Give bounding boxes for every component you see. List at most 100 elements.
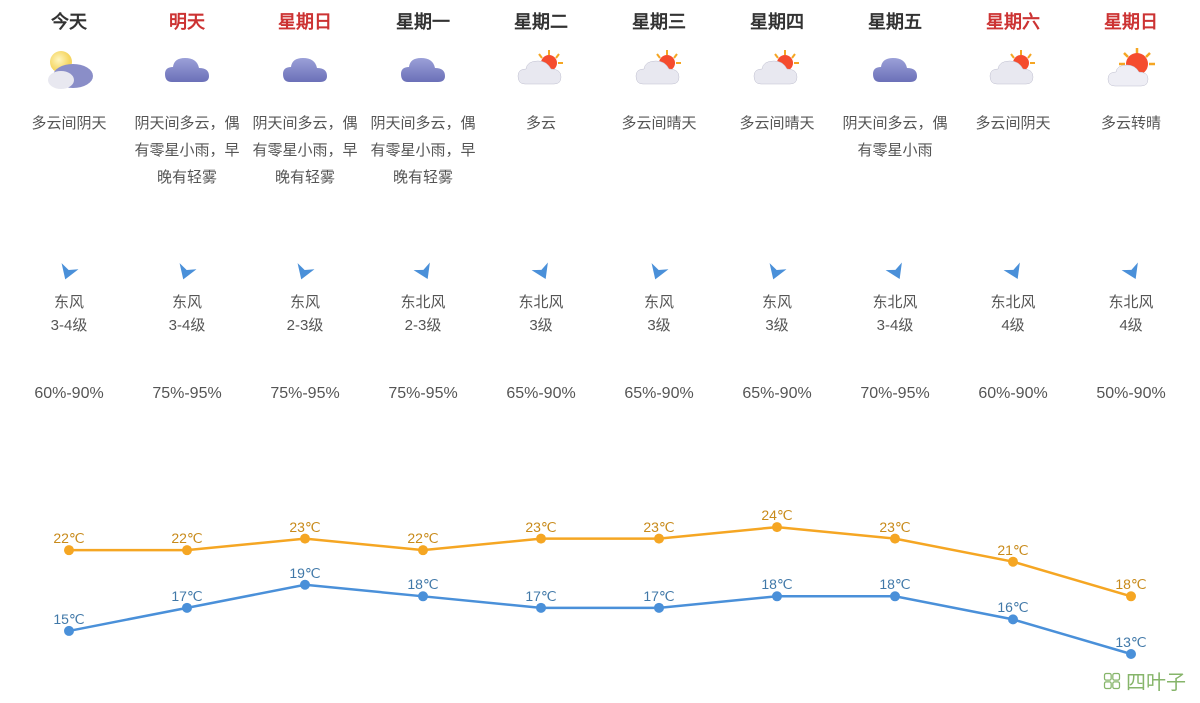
weather-condition: 阴天间多云，偶有零星小雨，早晚有轻雾 xyxy=(128,110,246,250)
day-column: 星期四 多云间晴天 东风 3级 xyxy=(718,8,836,337)
day-column: 星期三 多云间晴天 东风 3级 xyxy=(600,8,718,337)
weather-condition: 多云间晴天 xyxy=(615,110,702,250)
wind-arrow-icon xyxy=(880,254,910,284)
wind-level: 2-3级 xyxy=(287,315,324,338)
day-column: 今天 多云间阴天 东风 3-4级 xyxy=(10,8,128,337)
wind-direction: 东北风 xyxy=(400,292,445,315)
weather-icon xyxy=(629,46,689,96)
weather-icon xyxy=(393,46,453,96)
wind-arrow-icon xyxy=(762,254,792,284)
high-temp-label: 22℃ xyxy=(171,530,202,547)
humidity-value: 70%-95% xyxy=(836,385,954,403)
low-temp-label: 16℃ xyxy=(997,599,1028,616)
high-temp-label: 18℃ xyxy=(1115,576,1146,593)
forecast-row: 今天 多云间阴天 东风 3-4级 明天 阴天间多云，偶有零星小雨，早晚有轻雾 东… xyxy=(10,0,1190,337)
low-temp-label: 15℃ xyxy=(53,611,84,628)
wind-direction: 东风 xyxy=(290,292,320,315)
weather-icon xyxy=(747,46,807,96)
humidity-row: 60%-90%75%-95%75%-95%75%-95%65%-90%65%-9… xyxy=(10,385,1190,403)
day-label: 星期一 xyxy=(396,8,450,34)
high-temp-label: 23℃ xyxy=(525,519,556,536)
weather-icon xyxy=(865,46,925,96)
wind-direction: 东北风 xyxy=(1108,292,1153,315)
wind-level: 4级 xyxy=(1119,315,1142,338)
day-column: 星期日 多云转晴 东北风 4级 xyxy=(1072,8,1190,337)
high-temp-label: 24℃ xyxy=(761,507,792,524)
humidity-value: 60%-90% xyxy=(954,385,1072,403)
wind-level: 3级 xyxy=(765,315,788,338)
wind-arrow-icon xyxy=(290,254,320,284)
wind-level: 3-4级 xyxy=(877,315,914,338)
wind-arrow-icon xyxy=(172,254,202,284)
wind-direction: 东北风 xyxy=(990,292,1035,315)
wind-arrow-icon xyxy=(998,254,1028,284)
weather-condition: 多云 xyxy=(520,110,562,250)
wind-level: 2-3级 xyxy=(405,315,442,338)
weather-condition: 阴天间多云，偶有零星小雨，早晚有轻雾 xyxy=(246,110,364,250)
day-label: 今天 xyxy=(51,8,87,34)
day-column: 明天 阴天间多云，偶有零星小雨，早晚有轻雾 东风 3-4级 xyxy=(128,8,246,337)
high-temp-label: 23℃ xyxy=(879,519,910,536)
low-temp-label: 18℃ xyxy=(407,576,438,593)
high-temp-label: 21℃ xyxy=(997,542,1028,559)
wind-direction: 东北风 xyxy=(872,292,917,315)
weather-condition: 多云间晴天 xyxy=(733,110,820,250)
low-temp-label: 18℃ xyxy=(761,576,792,593)
watermark: 四叶子 xyxy=(1096,664,1192,697)
day-label: 星期日 xyxy=(278,8,332,34)
day-column: 星期日 阴天间多云，偶有零星小雨，早晚有轻雾 东风 2-3级 xyxy=(246,8,364,337)
day-label: 星期二 xyxy=(514,8,568,34)
wind-level: 4级 xyxy=(1001,315,1024,338)
wind-level: 3-4级 xyxy=(169,315,206,338)
day-label: 星期日 xyxy=(1104,8,1158,34)
humidity-value: 65%-90% xyxy=(600,385,718,403)
low-temp-label: 17℃ xyxy=(525,588,556,605)
clover-icon xyxy=(1102,671,1122,691)
day-label: 明天 xyxy=(169,8,205,34)
wind-arrow-icon xyxy=(644,254,674,284)
wind-arrow-icon xyxy=(526,254,556,284)
day-column: 星期五 阴天间多云，偶有零星小雨 东北风 3-4级 xyxy=(836,8,954,337)
wind-direction: 东风 xyxy=(54,292,84,315)
day-column: 星期六 多云间阴天 东北风 4级 xyxy=(954,8,1072,337)
day-column: 星期一 阴天间多云，偶有零星小雨，早晚有轻雾 东北风 2-3级 xyxy=(364,8,482,337)
high-temp-label: 23℃ xyxy=(289,519,320,536)
wind-direction: 东风 xyxy=(762,292,792,315)
high-temp-label: 22℃ xyxy=(53,530,84,547)
high-temp-label: 23℃ xyxy=(643,519,674,536)
weather-condition: 阴天间多云，偶有零星小雨 xyxy=(836,110,954,250)
wind-direction: 东风 xyxy=(172,292,202,315)
low-temp-label: 13℃ xyxy=(1115,634,1146,651)
wind-direction: 东风 xyxy=(644,292,674,315)
weather-icon xyxy=(39,46,99,96)
low-temp-label: 19℃ xyxy=(289,565,320,582)
temperature-chart: 22℃ 15℃ 22℃ 17℃ 23℃ 19℃ 22℃ 18℃ 23℃ 17℃ 23℃ 17℃ 24℃ 1… xyxy=(10,494,1190,664)
low-temp-label: 17℃ xyxy=(643,588,674,605)
high-temp-label: 22℃ xyxy=(407,530,438,547)
humidity-value: 75%-95% xyxy=(128,385,246,403)
wind-level: 3级 xyxy=(529,315,552,338)
weather-icon xyxy=(983,46,1043,96)
day-label: 星期六 xyxy=(986,8,1040,34)
day-label: 星期四 xyxy=(750,8,804,34)
humidity-value: 75%-95% xyxy=(246,385,364,403)
humidity-value: 60%-90% xyxy=(10,385,128,403)
weather-icon xyxy=(511,46,571,96)
wind-direction: 东北风 xyxy=(518,292,563,315)
humidity-value: 65%-90% xyxy=(482,385,600,403)
wind-arrow-icon xyxy=(54,254,84,284)
day-label: 星期五 xyxy=(868,8,922,34)
low-temp-label: 17℃ xyxy=(171,588,202,605)
watermark-text: 四叶子 xyxy=(1126,666,1186,695)
humidity-value: 65%-90% xyxy=(718,385,836,403)
weather-icon xyxy=(157,46,217,96)
weather-condition: 阴天间多云，偶有零星小雨，早晚有轻雾 xyxy=(364,110,482,250)
weather-condition: 多云间阴天 xyxy=(969,110,1056,250)
humidity-value: 75%-95% xyxy=(364,385,482,403)
humidity-value: 50%-90% xyxy=(1072,385,1190,403)
wind-level: 3-4级 xyxy=(51,315,88,338)
wind-arrow-icon xyxy=(1116,254,1146,284)
weather-icon xyxy=(1101,46,1161,96)
low-temp-label: 18℃ xyxy=(879,576,910,593)
wind-arrow-icon xyxy=(408,254,438,284)
